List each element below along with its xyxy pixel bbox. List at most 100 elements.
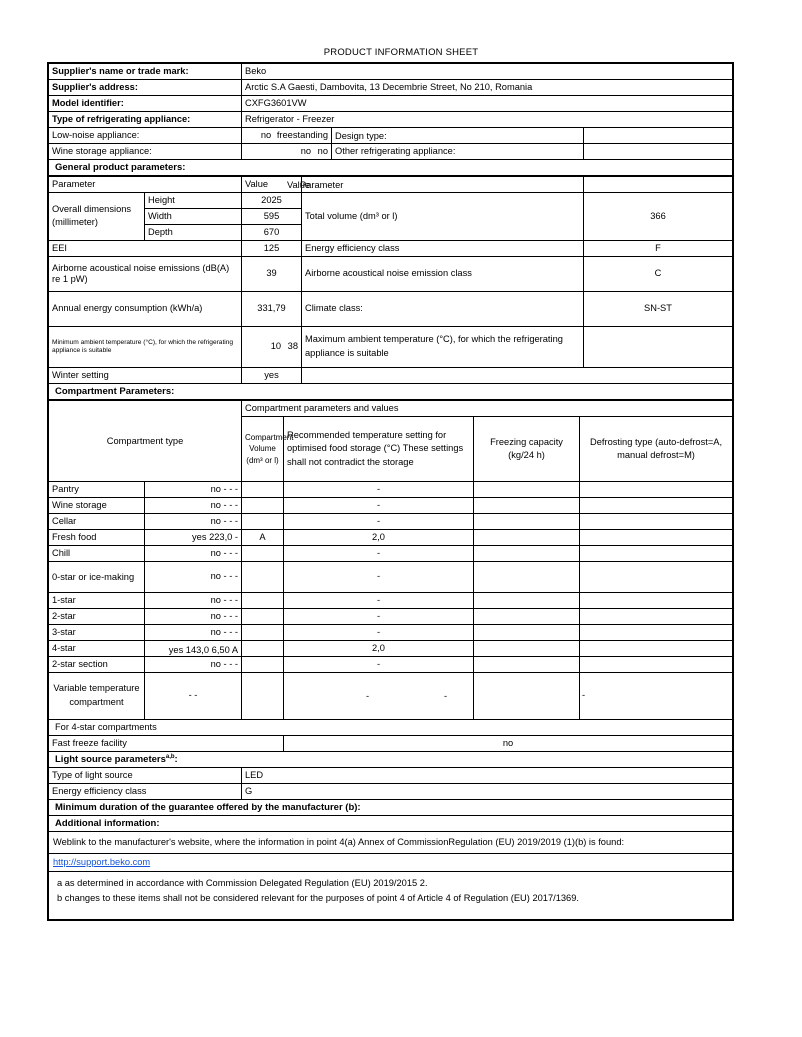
compartment-values-fresh-food: yes 223,0 - — [143, 528, 243, 546]
winter-setting-label: Winter setting — [48, 366, 242, 384]
eei-label: EEI — [48, 239, 242, 257]
noise-emissions-label: Airborne acoustical noise emissions (dB(… — [48, 255, 242, 292]
light-source-section-label: Light source parameters — [55, 753, 166, 765]
table-row: Wine storage appliance: no no Other refr… — [48, 142, 734, 160]
compartment-temp-2-star-section: - — [283, 655, 475, 673]
value-header-left-cell: Value Value — [241, 176, 310, 193]
header-empty-cell — [583, 176, 733, 193]
compartment-freeze-cellar — [473, 512, 581, 530]
energy-class-label: Energy efficiency class — [301, 239, 584, 257]
table-row: Type of light source LED — [47, 766, 734, 784]
compartment-volume-wine-storage — [241, 496, 285, 514]
page-title: PRODUCT INFORMATION SHEET — [323, 47, 479, 58]
wine-storage-flag-value-cell: no no — [241, 142, 332, 160]
compartment-volume-3-star — [241, 623, 285, 641]
table-row: Supplier's address: Arctic S.A Gaesti, D… — [48, 78, 734, 96]
light-source-section-title: Light source parametersa,b: — [47, 750, 734, 768]
table-row: Weblink to the manufacturer's website, w… — [47, 831, 734, 854]
total-volume-value: 366 — [583, 191, 733, 241]
table-row: Annual energy consumption (kWh/a) 331,79… — [48, 290, 733, 327]
noise-class-label: Airborne acoustical noise emission class — [301, 255, 584, 292]
compartment-defrost-pantry — [579, 481, 734, 498]
compartment-name-fresh-food: Fresh food — [48, 528, 145, 546]
supplier-table: Supplier's name or trade mark: Beko Supp… — [47, 63, 734, 177]
footnote-a: a as determined in accordance with Commi… — [57, 877, 428, 888]
compartment-parameters-table: Compartment type Compartment parameters … — [47, 400, 734, 921]
fast-freeze-label: Fast freeze facility — [47, 734, 285, 752]
compartment-values-4-star: yes 143,0 6,50 A — [168, 644, 239, 655]
low-noise-label: Low-noise appliance: — [48, 126, 242, 144]
table-row: Minimum duration of the guarantee offere… — [47, 798, 734, 817]
model-identifier-label: Model identifier: — [48, 94, 242, 112]
compartment-name-2-star-section: 2-star section — [48, 655, 145, 673]
table-row: 2-star section no - - - - — [48, 655, 734, 673]
table-row: Compartment type Compartment parameters … — [47, 400, 734, 482]
ambient-values-cell: 10 38 — [241, 325, 302, 368]
dimension-name-depth: Depth — [144, 223, 242, 241]
compartment-defrost-fresh-food: A — [241, 528, 285, 546]
dimension-value-width: 595 — [241, 207, 302, 225]
climate-class-value: SN-ST — [583, 290, 733, 327]
weblink-url-cell: http://support.beko.com — [47, 852, 734, 872]
compartment-temp-3-star: - — [283, 623, 475, 641]
support-website-link[interactable]: http://support.beko.com — [53, 856, 151, 867]
supplier-name-value: Beko — [240, 63, 734, 80]
table-row: Light source parametersa,b: — [47, 750, 734, 768]
other-refrigerating-value: no — [317, 145, 328, 156]
compartment-name-zero-star: 0-star or ice-making — [48, 560, 145, 593]
compartment-volume-variable — [241, 671, 285, 720]
noise-emissions-value: 39 — [241, 255, 302, 292]
dimension-value-height: 2025 — [241, 191, 302, 209]
compartment-temp-cellar: - — [283, 512, 475, 530]
compartment-freeze-4-star — [473, 639, 581, 657]
winter-setting-value: yes — [241, 366, 302, 384]
table-row: Cellar no - - - - — [48, 512, 734, 530]
parameter-header-left: Parameter — [48, 176, 242, 193]
compartment-defrost-variable: - — [579, 671, 734, 720]
table-row: 0-star or ice-making no - - - - — [48, 560, 734, 593]
supplier-address-label: Supplier's address: — [48, 78, 242, 96]
compartment-freeze-wine-storage — [473, 496, 581, 514]
compartment-freeze-1-star — [473, 591, 581, 609]
general-parameters-table: Parameter Value Value Parameter Overall … — [48, 176, 733, 401]
compartment-group-header: Compartment parameters and values — [241, 400, 734, 417]
compartment-temp-4-star: 2,0 — [283, 639, 475, 657]
light-class-label: Energy efficiency class — [47, 782, 243, 800]
max-ambient-label: Maximum ambient temperature (°C), for wh… — [301, 325, 584, 368]
compartment-temp-variable-cell: - - — [283, 671, 475, 720]
general-parameters-section-title: General product parameters: — [47, 158, 734, 177]
compartment-freeze-zero-star — [473, 560, 581, 593]
annual-energy-value: 331,79 — [241, 290, 302, 327]
compartment-freeze-pantry — [473, 481, 581, 498]
compartment-name-cellar: Cellar — [48, 512, 145, 530]
total-volume-label: Total volume (dm³ or l) — [301, 191, 584, 241]
compartment-values-cellar: no - - - — [143, 512, 243, 530]
eei-value: 125 — [241, 239, 302, 257]
compartment-temp-pantry: - — [283, 481, 475, 498]
light-source-colon: : — [174, 753, 178, 765]
compartment-defrost-chill — [579, 544, 734, 562]
table-row: Compartment Parameters: — [48, 382, 733, 401]
design-type-value: freestanding — [276, 129, 328, 140]
climate-class-label: Climate class: — [301, 290, 584, 327]
table-row: EEI 125 Energy efficiency class F — [48, 239, 733, 257]
compartment-name-chill: Chill — [48, 544, 145, 562]
compartment-temp-1-star: - — [283, 591, 475, 609]
table-row: 4-star yes 143,0 6,50 A 2,0 — [48, 639, 734, 657]
compartment-temp-zero-star: - — [283, 560, 475, 593]
compartment-freeze-chill — [473, 544, 581, 562]
compartment-volume-pantry — [241, 481, 285, 498]
table-row: 2-star no - - - - — [48, 607, 734, 625]
table-row: Model identifier: CXFG3601VW — [48, 94, 734, 112]
compartment-freeze-3-star — [473, 623, 581, 641]
defrosting-type-header: Defrosting type (auto-defrost=A, manual … — [579, 416, 734, 482]
table-row: Minimum ambient temperature (°C), for wh… — [48, 325, 733, 368]
compartment-values-2-star: no - - - — [143, 607, 243, 625]
compartment-temp-variable-left: - — [366, 690, 370, 701]
compartment-values-wine-storage: no - - - — [143, 496, 243, 514]
table-row: Chill no - - - - — [48, 544, 734, 562]
supplier-address-value: Arctic S.A Gaesti, Dambovita, 13 Decembr… — [240, 78, 734, 96]
compartment-freeze-variable — [473, 671, 581, 720]
compartment-defrost-zero-star — [579, 560, 734, 593]
low-noise-value: no — [260, 129, 272, 140]
